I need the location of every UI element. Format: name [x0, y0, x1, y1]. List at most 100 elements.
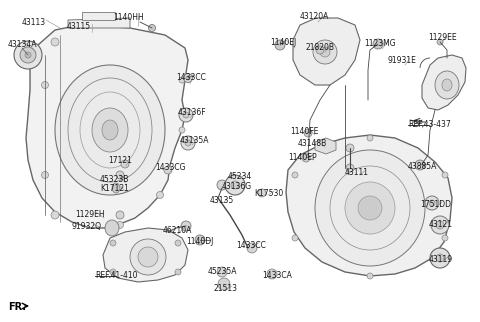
Polygon shape — [293, 18, 360, 85]
Text: 45235A: 45235A — [208, 267, 238, 276]
Ellipse shape — [345, 182, 395, 234]
Text: 43148B: 43148B — [298, 139, 327, 148]
Circle shape — [292, 235, 298, 241]
Ellipse shape — [92, 108, 128, 152]
Circle shape — [110, 269, 116, 275]
Text: K17121: K17121 — [100, 184, 129, 193]
Text: K17530: K17530 — [254, 189, 283, 198]
Circle shape — [195, 235, 205, 245]
Circle shape — [14, 41, 42, 69]
Text: 91932Q: 91932Q — [72, 222, 102, 231]
Text: 43121: 43121 — [429, 220, 453, 229]
Ellipse shape — [358, 196, 382, 220]
Circle shape — [116, 171, 124, 179]
Text: 1123MG: 1123MG — [364, 39, 396, 48]
Text: REF.41-410: REF.41-410 — [95, 271, 137, 280]
Circle shape — [430, 248, 450, 268]
Circle shape — [183, 73, 192, 82]
Circle shape — [179, 108, 193, 122]
Text: 1140EP: 1140EP — [288, 153, 317, 162]
Circle shape — [292, 172, 298, 178]
Polygon shape — [82, 12, 115, 20]
Text: 1140EJ: 1140EJ — [270, 38, 296, 47]
Text: 43136G: 43136G — [222, 182, 252, 191]
Polygon shape — [103, 228, 188, 282]
Text: 1433CG: 1433CG — [155, 163, 185, 172]
Circle shape — [437, 39, 443, 45]
Circle shape — [183, 112, 189, 118]
Circle shape — [320, 47, 330, 57]
Circle shape — [117, 222, 123, 229]
Text: 21820B: 21820B — [305, 43, 334, 52]
Circle shape — [164, 166, 172, 174]
Circle shape — [179, 127, 185, 133]
Circle shape — [181, 221, 191, 231]
Circle shape — [175, 240, 181, 246]
Text: FR.: FR. — [8, 302, 26, 312]
Circle shape — [148, 24, 156, 32]
Circle shape — [275, 40, 285, 50]
Circle shape — [156, 192, 164, 198]
Text: 43120A: 43120A — [300, 12, 329, 21]
Circle shape — [247, 243, 257, 253]
Polygon shape — [26, 25, 188, 228]
Circle shape — [442, 172, 448, 178]
Text: 21513: 21513 — [213, 284, 237, 293]
Circle shape — [429, 200, 435, 206]
Ellipse shape — [442, 79, 452, 91]
Circle shape — [304, 129, 312, 137]
Ellipse shape — [315, 150, 425, 266]
Circle shape — [217, 267, 227, 277]
Ellipse shape — [55, 65, 165, 195]
Circle shape — [436, 221, 444, 229]
Text: 43134A: 43134A — [8, 40, 37, 49]
Circle shape — [346, 144, 354, 152]
Circle shape — [425, 196, 439, 210]
Ellipse shape — [138, 247, 158, 267]
Text: REF.43-437: REF.43-437 — [408, 120, 451, 129]
Text: 1433CC: 1433CC — [176, 73, 206, 82]
Ellipse shape — [112, 183, 120, 193]
Circle shape — [218, 278, 230, 290]
Polygon shape — [422, 55, 466, 110]
Text: 43115: 43115 — [67, 22, 91, 31]
Circle shape — [436, 254, 444, 262]
Text: 45234: 45234 — [228, 172, 252, 181]
Text: 1433CA: 1433CA — [262, 271, 292, 280]
Text: 1433CC: 1433CC — [236, 241, 266, 250]
Circle shape — [231, 181, 239, 189]
Circle shape — [41, 81, 48, 89]
Circle shape — [431, 216, 449, 234]
Text: 46210A: 46210A — [163, 226, 192, 235]
Text: 91931E: 91931E — [388, 56, 417, 65]
Circle shape — [442, 235, 448, 241]
Polygon shape — [315, 138, 336, 154]
Ellipse shape — [435, 71, 459, 99]
Text: 1140FE: 1140FE — [290, 127, 318, 136]
Text: 43113: 43113 — [22, 18, 46, 27]
Text: 43119: 43119 — [429, 255, 453, 264]
Circle shape — [316, 46, 324, 54]
Circle shape — [51, 211, 59, 219]
Circle shape — [415, 160, 425, 170]
Text: 1129EE: 1129EE — [428, 33, 456, 42]
Circle shape — [302, 154, 310, 162]
Circle shape — [186, 76, 190, 80]
Circle shape — [20, 47, 36, 63]
Text: 43885A: 43885A — [408, 162, 437, 171]
Polygon shape — [286, 135, 452, 276]
Text: 43136F: 43136F — [178, 108, 206, 117]
Text: 45323B: 45323B — [100, 175, 130, 184]
Text: 17121: 17121 — [108, 156, 132, 165]
Circle shape — [217, 180, 227, 190]
Circle shape — [181, 136, 195, 150]
Circle shape — [367, 135, 373, 141]
Circle shape — [51, 38, 59, 46]
Circle shape — [25, 52, 31, 58]
Circle shape — [185, 140, 191, 146]
Ellipse shape — [130, 239, 166, 275]
Circle shape — [267, 269, 277, 279]
Text: 1129EH: 1129EH — [75, 210, 105, 219]
Circle shape — [225, 175, 245, 195]
Circle shape — [41, 172, 48, 178]
